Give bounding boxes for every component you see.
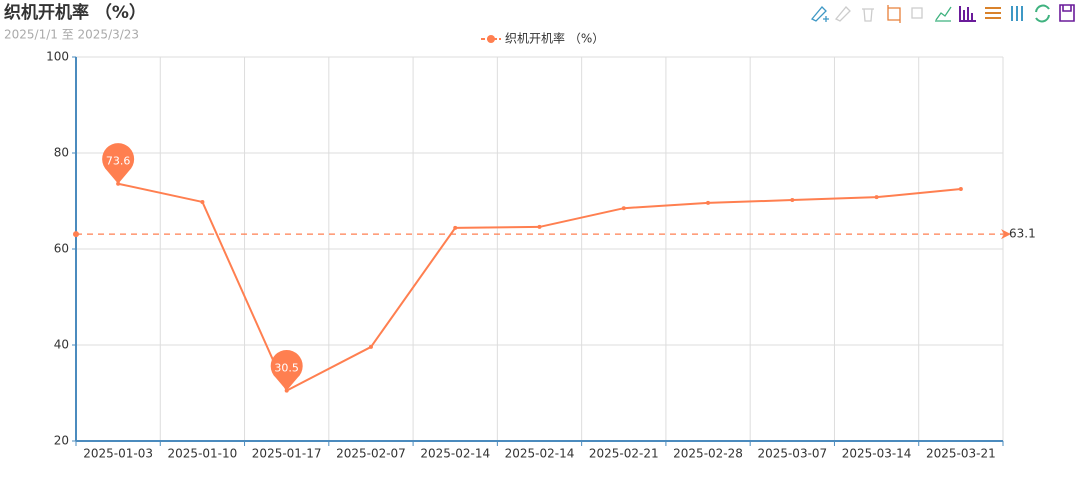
- point: [537, 224, 542, 229]
- tool-line[interactable]: [935, 6, 952, 22]
- x-tick-label: 2025-01-10: [168, 447, 238, 461]
- mark-pin: [102, 143, 135, 184]
- x-tick-label: 2025-02-14: [505, 447, 575, 461]
- point: [790, 198, 795, 203]
- mark-pin: [270, 349, 303, 391]
- x-tick-label: 2025-01-03: [83, 447, 153, 461]
- tool-bar[interactable]: [959, 6, 976, 22]
- point: [958, 187, 963, 191]
- tool-stack[interactable]: [985, 7, 1001, 19]
- point: [200, 199, 205, 204]
- x-tick-label: 2025-02-07: [336, 447, 406, 461]
- x-tick-label: 2025-02-14: [420, 447, 490, 461]
- y-tick-label: 20: [54, 434, 69, 448]
- average-label: 63.1: [1009, 227, 1036, 241]
- x-tick-label: 2025-03-21: [926, 447, 996, 461]
- tool-mark-clear[interactable]: [862, 8, 874, 22]
- x-tick-label: 2025-03-07: [757, 447, 827, 461]
- point: [874, 195, 879, 200]
- tool-mark[interactable]: [810, 6, 829, 22]
- y-tick-label: 80: [54, 146, 69, 160]
- mark-pin-label: 73.6: [106, 155, 131, 168]
- tool-zoom-reset[interactable]: [911, 7, 923, 19]
- legend-label: 织机开机率 （%）: [505, 31, 604, 46]
- average-start: [73, 231, 79, 238]
- y-tick-label: 100: [46, 50, 69, 64]
- x-tick-label: 2025-02-28: [673, 447, 743, 461]
- point: [706, 200, 711, 205]
- point: [368, 344, 373, 349]
- tool-zoom[interactable]: [887, 5, 901, 23]
- x-tick-label: 2025-01-17: [252, 447, 322, 461]
- point: [453, 225, 458, 230]
- y-tick-label: 60: [54, 242, 69, 256]
- mark-pin-label: 30.5: [274, 362, 299, 375]
- tool-tiled[interactable]: [1011, 6, 1023, 21]
- toolbox: [810, 4, 1075, 23]
- tool-restore[interactable]: [1035, 4, 1050, 23]
- average-arrow: [1001, 229, 1011, 240]
- point: [621, 206, 626, 211]
- y-tick-label: 40: [54, 338, 69, 352]
- x-tick-label: 2025-02-21: [589, 447, 659, 461]
- chart-title: 织机开机率 （%）: [4, 2, 146, 23]
- tool-save[interactable]: [1059, 4, 1075, 22]
- legend-symbol: [487, 35, 495, 43]
- tool-mark-undo[interactable]: [834, 6, 851, 22]
- chart-subtitle: 2025/1/1 至 2025/3/23: [4, 28, 139, 42]
- x-tick-label: 2025-03-14: [842, 447, 912, 461]
